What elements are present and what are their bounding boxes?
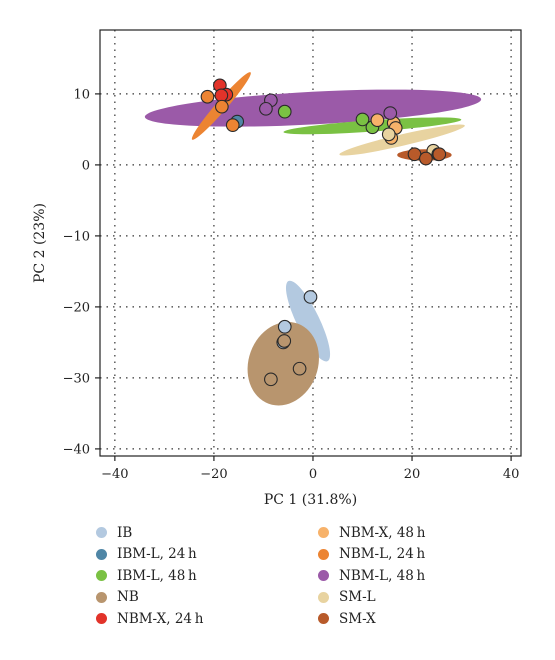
x-tick-label: 0: [309, 467, 317, 482]
x-tick-label: 40: [503, 467, 520, 482]
legend-item-nbm-x-48-h: NBM-X, 48 h: [318, 522, 425, 544]
point-sm-x: [432, 147, 447, 162]
x-tick-label: −40: [101, 467, 128, 482]
legend-label: NBM-L, 24 h: [339, 546, 426, 563]
legend-swatch: [96, 527, 107, 539]
point-ib: [303, 290, 318, 304]
point-nb: [292, 361, 307, 376]
y-tick-label: 10: [73, 87, 90, 102]
legend-swatch: [318, 570, 329, 582]
y-tick-label: −20: [63, 300, 90, 315]
legend-item-ibm-l-48-h: IBM-L, 48 h: [96, 565, 203, 587]
legend-label: NBM-X, 24 h: [117, 610, 204, 627]
legend-label: IBM-L, 48 h: [117, 567, 197, 584]
confidence-ellipses: [144, 72, 482, 406]
legend-column-right: NBM-X, 48 h NBM-L, 24 h NBM-L, 48 h SM-L SM-…: [318, 522, 425, 630]
legend-swatch: [318, 591, 329, 603]
legend-swatch: [318, 527, 329, 539]
point-nbm-x-48-h: [370, 113, 385, 128]
point-nbm-x-24-h: [214, 88, 229, 103]
y-tick-label: −40: [63, 442, 90, 457]
x-tick-label: 20: [404, 467, 421, 482]
axis-ticks: −40 −20 0 20 40 −40 −30 −20 −10 0 10: [63, 87, 520, 482]
legend-label: NBM-L, 48 h: [339, 567, 426, 584]
x-axis-title: PC 1 (31.8%): [264, 492, 357, 508]
point-nbm-l-24-h: [214, 99, 229, 114]
point-ibm-l-48-h: [277, 104, 292, 119]
ellipse-sm-l: [339, 124, 465, 156]
legend-label: IB: [117, 524, 133, 541]
legend-label: SM-X: [339, 610, 376, 627]
legend-label: NB: [117, 589, 139, 606]
legend-swatch: [318, 548, 329, 560]
legend-item-sm-x: SM-X: [318, 608, 425, 630]
point-nb: [264, 372, 278, 387]
point-sm-x: [419, 151, 433, 166]
point-ibm-l-48-h: [355, 112, 370, 127]
legend-item-ib: IB: [96, 522, 203, 544]
y-axis-title: PC 2 (23%): [32, 203, 48, 283]
point-nbm-l-48-h: [259, 101, 273, 116]
x-tick-label: −20: [200, 467, 227, 482]
point-sm-l: [381, 127, 396, 142]
point-sm-x: [407, 147, 422, 162]
y-tick-label: −30: [63, 371, 90, 386]
plot-frame: [99, 29, 522, 457]
legend-item-nbm-l-24-h: NBM-L, 24 h: [318, 544, 425, 566]
point-ib: [277, 319, 292, 334]
legend-item-nb: NB: [96, 587, 203, 609]
point-nbm-l-24-h: [200, 89, 215, 104]
ellipse-nb: [247, 321, 319, 406]
legend-label: SM-L: [339, 589, 376, 606]
legend-item-ibm-l-24-h: IBM-L, 24 h: [96, 544, 203, 566]
legend-column-left: IB IBM-L, 24 h IBM-L, 48 h NB NBM-X, 24 h: [96, 522, 203, 630]
legend-swatch: [96, 591, 107, 603]
legend-item-sm-l: SM-L: [318, 587, 425, 609]
legend: IB IBM-L, 24 h IBM-L, 48 h NB NBM-X, 24 h NB…: [96, 522, 536, 652]
y-tick-label: 0: [82, 158, 90, 173]
legend-swatch: [96, 613, 107, 625]
data-points: [200, 78, 447, 387]
legend-item-nbm-x-24-h: NBM-X, 24 h: [96, 608, 203, 630]
legend-swatch: [96, 548, 107, 560]
legend-label: NBM-X, 48 h: [339, 524, 426, 541]
legend-label: IBM-L, 24 h: [117, 546, 197, 563]
legend-swatch: [96, 570, 107, 582]
point-nb: [277, 334, 292, 348]
point-nbm-l-24-h: [225, 118, 240, 132]
y-tick-label: −10: [63, 229, 90, 244]
point-nbm-l-48-h: [383, 106, 398, 120]
ellipse-ib: [285, 280, 331, 362]
legend-swatch: [318, 613, 329, 625]
legend-item-nbm-l-48-h: NBM-L, 48 h: [318, 565, 425, 587]
